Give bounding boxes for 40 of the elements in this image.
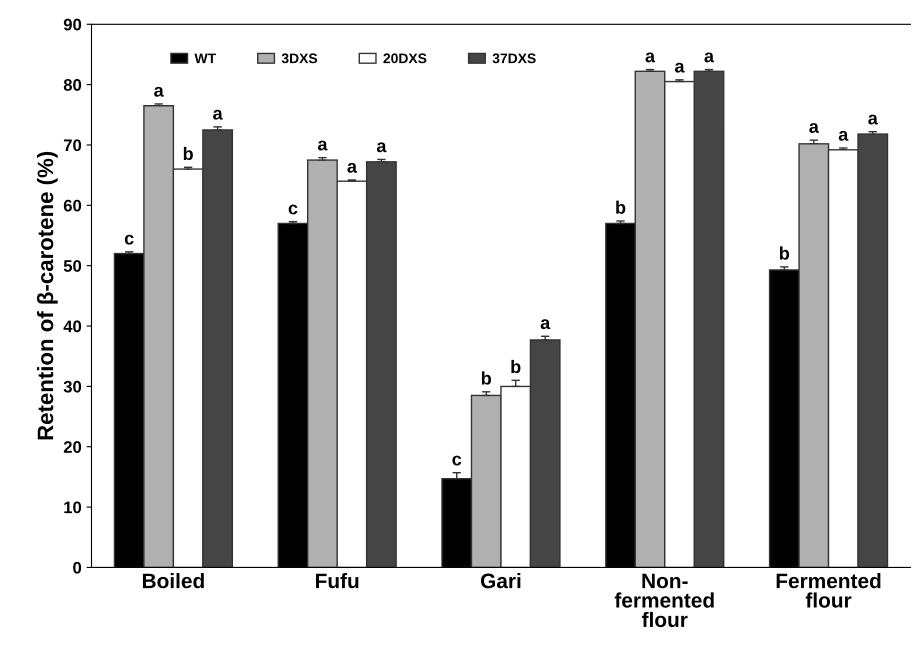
- data-label: a: [540, 319, 550, 330]
- y-tick-label: 50: [64, 260, 82, 272]
- data-label: c: [124, 234, 134, 245]
- x-tick-label: Gari: [480, 572, 520, 588]
- legend-label: 37DXS: [492, 53, 536, 64]
- data-label: b: [482, 371, 491, 385]
- legend-label: WT: [194, 54, 216, 64]
- data-label: c: [452, 456, 462, 466]
- y-tick-label: 30: [64, 380, 82, 393]
- data-label: a: [318, 140, 328, 150]
- data-label: a: [376, 142, 387, 152]
- data-label: a: [809, 123, 819, 133]
- data-label: a: [868, 114, 878, 125]
- y-tick-label: 20: [64, 441, 82, 453]
- data-label: a: [347, 162, 358, 173]
- y-tick-label: 60: [64, 200, 82, 212]
- data-label: b: [616, 200, 626, 214]
- y-tick-label: 40: [63, 320, 82, 332]
- data-label: b: [184, 146, 193, 160]
- x-tick-label: Fermented flour: [776, 572, 880, 608]
- data-label: a: [154, 86, 164, 97]
- data-label: a: [704, 52, 714, 62]
- data-label: a: [838, 130, 848, 141]
- y-tick-label: 80: [64, 79, 82, 91]
- y-tick-label: 10: [64, 501, 82, 514]
- y-tick-label: 90: [64, 18, 82, 30]
- data-label: a: [675, 62, 685, 73]
- x-tick-label: Non- fermented flour: [614, 574, 714, 628]
- y-tick-label: 70: [64, 139, 82, 152]
- data-label: b: [780, 246, 790, 260]
- x-tick-label: Fufu: [316, 572, 358, 588]
- y-tick-label: 0: [73, 562, 82, 574]
- x-tick-label: Boiled: [142, 572, 204, 588]
- y-axis-title: Retention of β-carotene (%): [36, 152, 58, 440]
- data-label: a: [213, 110, 223, 120]
- legend-label: 3DXS: [282, 53, 318, 64]
- data-label: c: [288, 204, 298, 214]
- legend-label: 20DXS: [383, 53, 426, 64]
- data-label: b: [511, 360, 520, 374]
- data-label: a: [646, 52, 656, 62]
